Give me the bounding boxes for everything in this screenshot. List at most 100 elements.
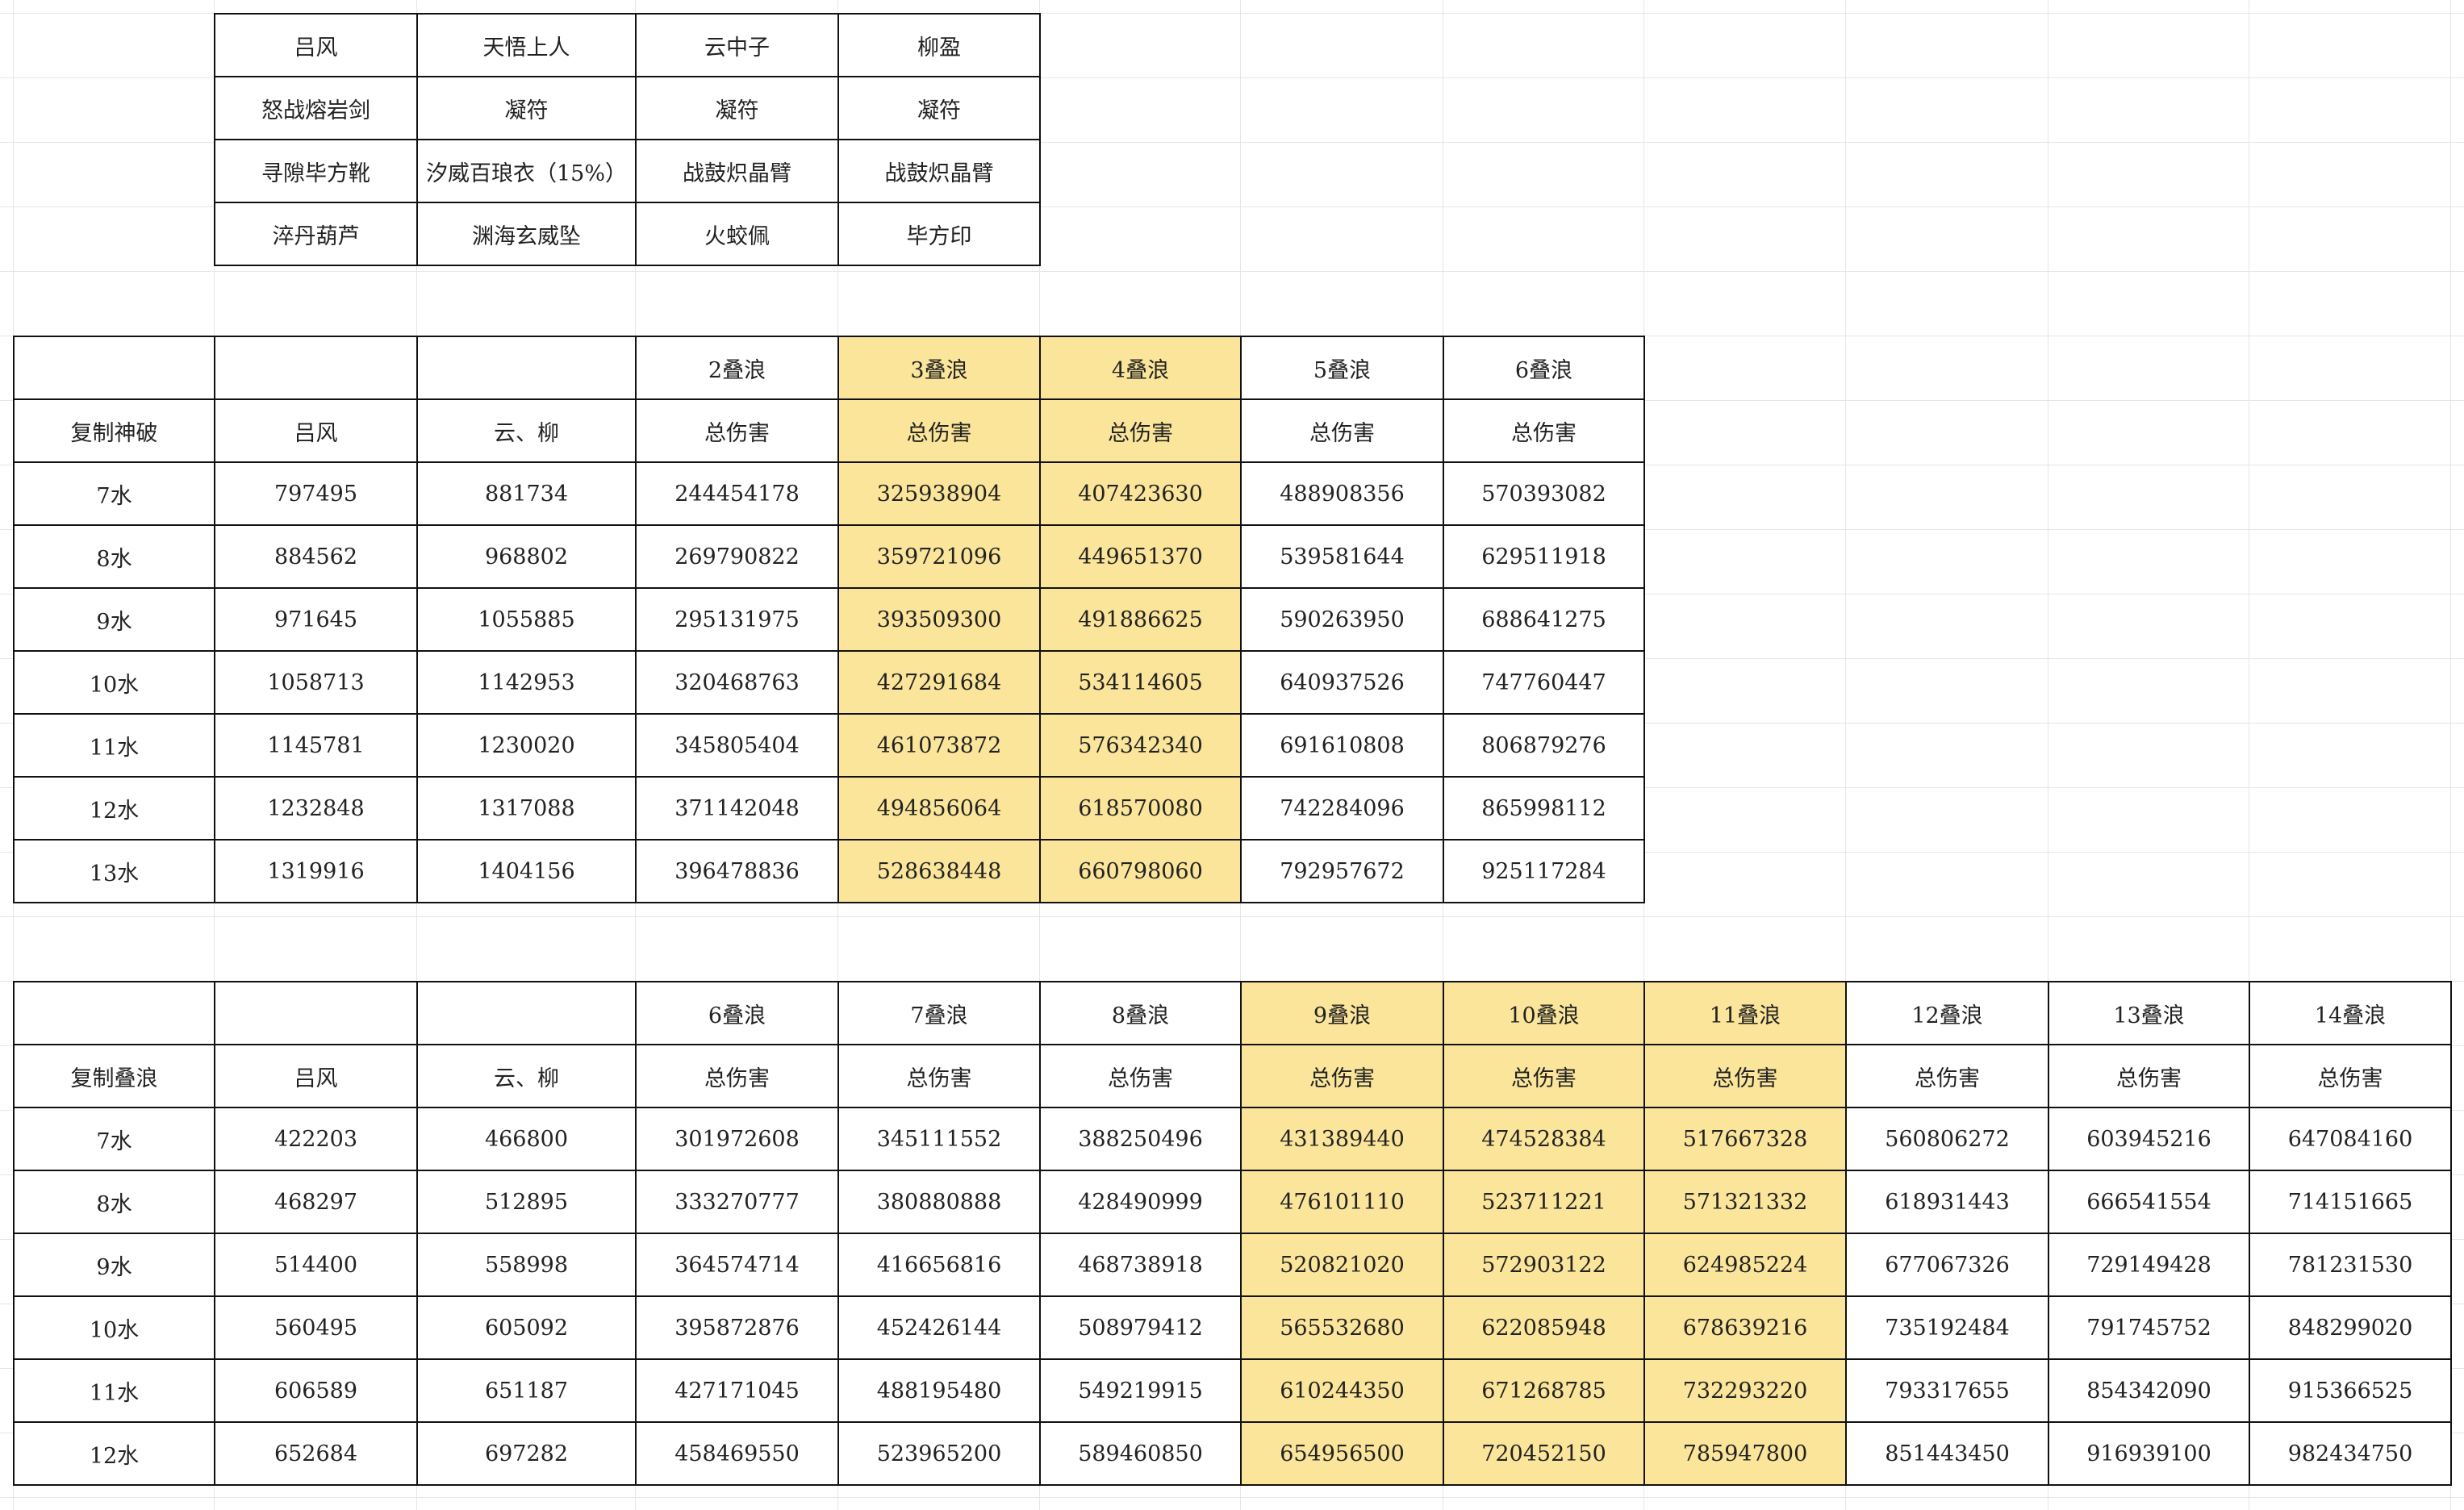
table-cell[interactable]: 10水	[13, 1295, 215, 1360]
table-cell[interactable]: 688641275	[1443, 587, 1645, 652]
table-cell[interactable]: 总伤害	[1443, 1044, 1645, 1108]
table-cell[interactable]: 总伤害	[1039, 1044, 1242, 1108]
table-cell[interactable]: 总伤害	[635, 1044, 839, 1108]
table-cell[interactable]: 244454178	[635, 461, 839, 526]
table-cell[interactable]: 785947800	[1643, 1421, 1847, 1486]
table-cell[interactable]: 677067326	[1845, 1233, 2049, 1297]
table-cell[interactable]: 复制神破	[13, 398, 215, 463]
table-cell[interactable]: 520821020	[1240, 1233, 1444, 1297]
table-cell[interactable]: 925117284	[1443, 839, 1645, 903]
table-cell[interactable]: 691610808	[1240, 713, 1444, 778]
table-cell[interactable]: 732293220	[1643, 1358, 1847, 1423]
table-cell[interactable]: 301972608	[635, 1107, 839, 1171]
table-cell[interactable]: 总伤害	[1643, 1044, 1847, 1108]
table-cell[interactable]: 427171045	[635, 1358, 839, 1423]
table-cell[interactable]: 2叠浪	[635, 336, 839, 400]
table-cell[interactable]: 720452150	[1443, 1421, 1645, 1486]
table-cell[interactable]: 572903122	[1443, 1233, 1645, 1297]
table-cell[interactable]: 431389440	[1240, 1107, 1444, 1171]
table-cell[interactable]: 797495	[214, 461, 418, 526]
table-cell[interactable]: 6叠浪	[635, 981, 839, 1045]
table-cell[interactable]: 549219915	[1039, 1358, 1242, 1423]
table-cell[interactable]: 345805404	[635, 713, 839, 778]
table-cell[interactable]: 916939100	[2048, 1421, 2250, 1486]
table-cell[interactable]: 7叠浪	[837, 981, 1041, 1045]
table-cell[interactable]: 359721096	[837, 524, 1041, 589]
table-cell[interactable]	[214, 336, 418, 400]
table-cell[interactable]: 735192484	[1845, 1295, 2049, 1360]
table-cell[interactable]: 凝符	[635, 76, 839, 140]
table-cell[interactable]: 416656816	[837, 1233, 1041, 1297]
table-cell[interactable]: 514400	[214, 1233, 418, 1297]
table-cell[interactable]: 12叠浪	[1845, 981, 2049, 1045]
table-cell[interactable]: 总伤害	[1845, 1044, 2049, 1108]
table-cell[interactable]: 528638448	[837, 839, 1041, 903]
table-cell[interactable]: 640937526	[1240, 650, 1444, 715]
table-cell[interactable]: 汐威百琅衣（15%）	[416, 139, 637, 203]
table-cell[interactable]: 5叠浪	[1240, 336, 1444, 400]
table-cell[interactable]: 395872876	[635, 1295, 839, 1360]
table-cell[interactable]	[13, 981, 215, 1045]
table-cell[interactable]: 851443450	[1845, 1421, 2049, 1486]
table-cell[interactable]: 8水	[13, 524, 215, 589]
table-cell[interactable]: 345111552	[837, 1107, 1041, 1171]
table-cell[interactable]: 539581644	[1240, 524, 1444, 589]
table-cell[interactable]: 854342090	[2048, 1358, 2250, 1423]
table-cell[interactable]: 295131975	[635, 587, 839, 652]
table-cell[interactable]: 468738918	[1039, 1233, 1242, 1297]
table-cell[interactable]: 747760447	[1443, 650, 1645, 715]
table-cell[interactable]: 654956500	[1240, 1421, 1444, 1486]
table-cell[interactable]: 742284096	[1240, 776, 1444, 841]
table-cell[interactable]: 总伤害	[1240, 1044, 1444, 1108]
table-cell[interactable]: 云、柳	[416, 1044, 637, 1108]
table-cell[interactable]: 714151665	[2249, 1170, 2452, 1234]
table-cell[interactable]: 12水	[13, 1421, 215, 1486]
table-cell[interactable]: 吕风	[214, 398, 418, 463]
table-cell[interactable]: 7水	[13, 461, 215, 526]
table-cell[interactable]: 1319916	[214, 839, 418, 903]
table-cell[interactable]: 14叠浪	[2249, 981, 2452, 1045]
table-cell[interactable]: 总伤害	[1240, 398, 1444, 463]
table-cell[interactable]: 517667328	[1643, 1107, 1847, 1171]
table-cell[interactable]: 458469550	[635, 1421, 839, 1486]
table-cell[interactable]: 729149428	[2048, 1233, 2250, 1297]
table-cell[interactable]: 422203	[214, 1107, 418, 1171]
table-cell[interactable]: 652684	[214, 1421, 418, 1486]
table-cell[interactable]: 606589	[214, 1358, 418, 1423]
table-cell[interactable]: 云中子	[635, 13, 839, 77]
table-cell[interactable]: 8叠浪	[1039, 981, 1242, 1045]
table-cell[interactable]	[13, 336, 215, 400]
table-cell[interactable]: 渊海玄威坠	[416, 202, 637, 266]
table-cell[interactable]: 总伤害	[635, 398, 839, 463]
table-cell[interactable]: 凝符	[837, 76, 1041, 140]
table-cell[interactable]: 怒战熔岩剑	[214, 76, 418, 140]
table-cell[interactable]: 7水	[13, 1107, 215, 1171]
table-cell[interactable]: 491886625	[1039, 587, 1242, 652]
table-cell[interactable]: 603945216	[2048, 1107, 2250, 1171]
table-cell[interactable]: 618931443	[1845, 1170, 2049, 1234]
table-cell[interactable]: 320468763	[635, 650, 839, 715]
table-cell[interactable]: 427291684	[837, 650, 1041, 715]
table-cell[interactable]: 总伤害	[1443, 398, 1645, 463]
table-cell[interactable]: 吕风	[214, 1044, 418, 1108]
table-cell[interactable]: 10水	[13, 650, 215, 715]
table-cell[interactable]: 1404156	[416, 839, 637, 903]
table-cell[interactable]: 618570080	[1039, 776, 1242, 841]
table-cell[interactable]: 488195480	[837, 1358, 1041, 1423]
table-cell[interactable]: 396478836	[635, 839, 839, 903]
table-cell[interactable]: 1142953	[416, 650, 637, 715]
table-cell[interactable]: 468297	[214, 1170, 418, 1234]
table-cell[interactable]: 697282	[416, 1421, 637, 1486]
table-cell[interactable]: 393509300	[837, 587, 1041, 652]
table-cell[interactable]: 407423630	[1039, 461, 1242, 526]
table-cell[interactable]: 1055885	[416, 587, 637, 652]
table-cell[interactable]: 1058713	[214, 650, 418, 715]
table-cell[interactable]: 651187	[416, 1358, 637, 1423]
table-cell[interactable]: 11水	[13, 1358, 215, 1423]
table-cell[interactable]: 总伤害	[2249, 1044, 2452, 1108]
table-cell[interactable]: 915366525	[2249, 1358, 2452, 1423]
table-cell[interactable]: 610244350	[1240, 1358, 1444, 1423]
table-cell[interactable]: 466800	[416, 1107, 637, 1171]
table-cell[interactable]: 总伤害	[1039, 398, 1242, 463]
table-cell[interactable]: 毕方印	[837, 202, 1041, 266]
